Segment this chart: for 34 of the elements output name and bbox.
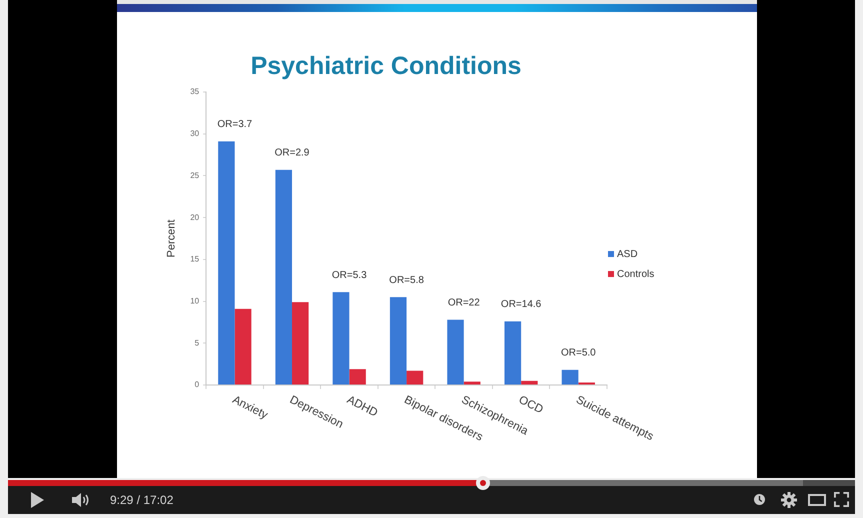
x-tick-label: ADHD <box>344 394 380 420</box>
y-tick-label: 25 <box>190 170 200 180</box>
y-tick-label: 10 <box>190 296 200 306</box>
bar <box>447 320 464 384</box>
bar <box>292 302 309 384</box>
y-tick-label: 20 <box>190 212 200 222</box>
legend-label: Controls <box>617 268 654 280</box>
bar <box>464 382 480 384</box>
annotation: OR=5.8 <box>389 274 424 286</box>
bar <box>349 369 366 384</box>
chart-title: Psychiatric Conditions <box>250 52 522 80</box>
y-tick-label: 5 <box>194 338 200 348</box>
text: 9:29 / 17:02 <box>110 493 174 507</box>
y-axis-title: Percent <box>166 220 178 258</box>
bar <box>332 292 350 384</box>
bar <box>504 321 522 384</box>
annotation: OR=5.0 <box>560 348 596 359</box>
annotation: OR=5.3 <box>332 270 368 281</box>
annotation: OR=22 <box>448 297 480 308</box>
bar <box>406 370 424 384</box>
bar <box>521 380 538 384</box>
bar <box>275 170 292 384</box>
legend-label: ASD <box>617 248 638 260</box>
y-tick-label: 35 <box>190 87 200 96</box>
bar <box>390 297 407 384</box>
annotation: OR=14.6 <box>500 299 542 310</box>
bar <box>562 370 578 384</box>
y-tick-label: 30 <box>190 129 200 138</box>
y-tick-label: 0 <box>194 380 200 390</box>
annotation: OR=2.9 <box>274 148 310 159</box>
y-tick-label: 15 <box>190 254 200 264</box>
bar <box>218 141 235 384</box>
annotation: OR=3.7 <box>217 119 253 130</box>
bar <box>234 308 252 384</box>
